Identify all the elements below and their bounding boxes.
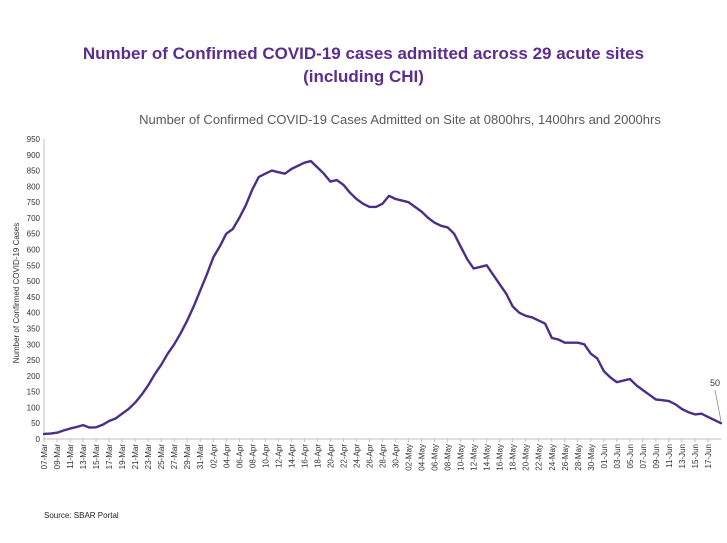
x-tick-label: 10-Apr — [261, 444, 270, 468]
y-tick-label: 300 — [27, 340, 41, 349]
x-tick-label: 19-Mar — [118, 444, 127, 470]
data-labels: 50 — [710, 378, 722, 422]
x-tick-label: 04-Apr — [222, 444, 231, 468]
x-tick-label: 22-May — [535, 444, 544, 471]
slide-title: Number of Confirmed COVID-19 cases admit… — [0, 42, 727, 88]
x-tick-label: 07-Mar — [40, 444, 49, 470]
x-tick-label: 11-Mar — [66, 444, 75, 469]
x-tick-label: 11-Jun — [665, 444, 674, 468]
x-tick-label: 18-Apr — [313, 444, 322, 468]
y-tick-label: 350 — [27, 324, 41, 333]
x-tick-label: 30-May — [587, 444, 596, 471]
x-tick-label: 04-May — [418, 444, 427, 471]
y-tick-label: 0 — [36, 435, 41, 444]
y-tick-label: 750 — [27, 198, 41, 207]
x-tick-label: 03-Jun — [613, 444, 622, 468]
y-tick-label: 500 — [27, 277, 41, 286]
x-tick-label: 29-Mar — [183, 444, 192, 470]
chart-title: Number of Confirmed COVID-19 Cases Admit… — [139, 112, 661, 127]
series-group — [42, 159, 723, 436]
y-tick-label: 550 — [27, 261, 41, 270]
y-tick-label: 700 — [27, 214, 41, 223]
x-tick-label: 24-Apr — [352, 444, 361, 468]
y-tick-label: 800 — [27, 182, 41, 191]
x-tick-label: 26-Apr — [365, 444, 374, 468]
x-tick-label: 15-Mar — [92, 444, 101, 470]
y-tick-label: 950 — [27, 135, 41, 144]
x-tick-label: 07-Jun — [639, 444, 648, 468]
x-tick-label: 17-Mar — [105, 444, 114, 470]
y-axis-label: Number of Confirmed COVID-19 Cases — [12, 223, 21, 364]
x-tick-label: 20-May — [522, 444, 531, 471]
x-tick-label: 25-Mar — [157, 444, 166, 470]
x-tick-label: 12-May — [470, 444, 479, 471]
x-tick-label: 13-Mar — [79, 444, 88, 470]
x-tick-label: 09-Jun — [652, 444, 661, 468]
x-tick-label: 21-Mar — [131, 444, 140, 470]
y-tick-label: 850 — [27, 167, 41, 176]
x-tick-label: 14-May — [483, 444, 492, 471]
x-tick-label: 28-May — [574, 444, 583, 471]
x-tick-label: 01-Jun — [600, 444, 609, 468]
source-note: Source: SBAR Portal — [44, 511, 119, 520]
x-tick-label: 24-May — [548, 444, 557, 471]
x-tick-label: 06-May — [431, 444, 440, 471]
x-tick-label: 10-May — [457, 444, 466, 471]
y-tick-label: 650 — [27, 230, 41, 239]
slide-title-line-2: (including CHI) — [303, 67, 424, 86]
x-tick-label: 05-Jun — [626, 444, 635, 468]
x-tick-label: 12-Apr — [274, 444, 283, 468]
x-tick-label: 09-Mar — [53, 444, 62, 470]
x-tick-label: 22-Apr — [339, 444, 348, 468]
y-tick-label: 600 — [27, 246, 41, 255]
x-tick-label: 27-Mar — [170, 444, 179, 470]
x-tick-label: 23-Mar — [144, 444, 153, 470]
x-tick-label: 20-Apr — [326, 444, 335, 468]
y-tick-label: 100 — [27, 403, 41, 412]
x-tick-label: 15-Jun — [691, 444, 700, 468]
x-tick-label: 13-Jun — [678, 444, 687, 468]
x-tick-label: 18-May — [509, 444, 518, 471]
y-axis-ticks: 0 50 100 150 200 250 300 350 400 450 500 550 600 650 7… — [27, 135, 41, 444]
x-tick-label: 16-May — [496, 444, 505, 471]
chart-axes — [43, 139, 721, 440]
y-tick-label: 250 — [27, 356, 41, 365]
y-tick-label: 900 — [27, 151, 41, 160]
x-tick-label: 06-Apr — [235, 444, 244, 468]
data-label-leader — [714, 390, 722, 422]
y-tick-label: 450 — [27, 293, 41, 302]
x-tick-label: 02-Apr — [209, 444, 218, 468]
x-tick-label: 14-Apr — [287, 444, 296, 468]
x-tick-label: 08-May — [444, 444, 453, 471]
x-tick-label: 31-Mar — [196, 444, 205, 470]
series-line — [42, 159, 723, 436]
x-tick-label: 02-May — [405, 444, 414, 471]
x-tick-label: 26-May — [561, 444, 570, 471]
y-tick-label: 200 — [27, 372, 41, 381]
x-tick-label: 17-Jun — [704, 444, 713, 468]
y-tick-label: 50 — [31, 419, 40, 428]
x-tick-label: 30-Apr — [392, 444, 401, 468]
data-label: 50 — [710, 378, 720, 388]
x-tick-label: 28-Apr — [379, 444, 388, 468]
x-tick-label: 16-Apr — [300, 444, 309, 468]
y-tick-label: 400 — [27, 309, 41, 318]
x-axis-ticks: 07-Mar 09-Mar 11-Mar 13-Mar 15-Mar 17-Mar 19-M… — [40, 439, 713, 471]
x-tick-label: 08-Apr — [248, 444, 257, 468]
slide-title-line-1: Number of Confirmed COVID-19 cases admit… — [82, 44, 645, 63]
y-tick-label: 150 — [27, 388, 41, 397]
